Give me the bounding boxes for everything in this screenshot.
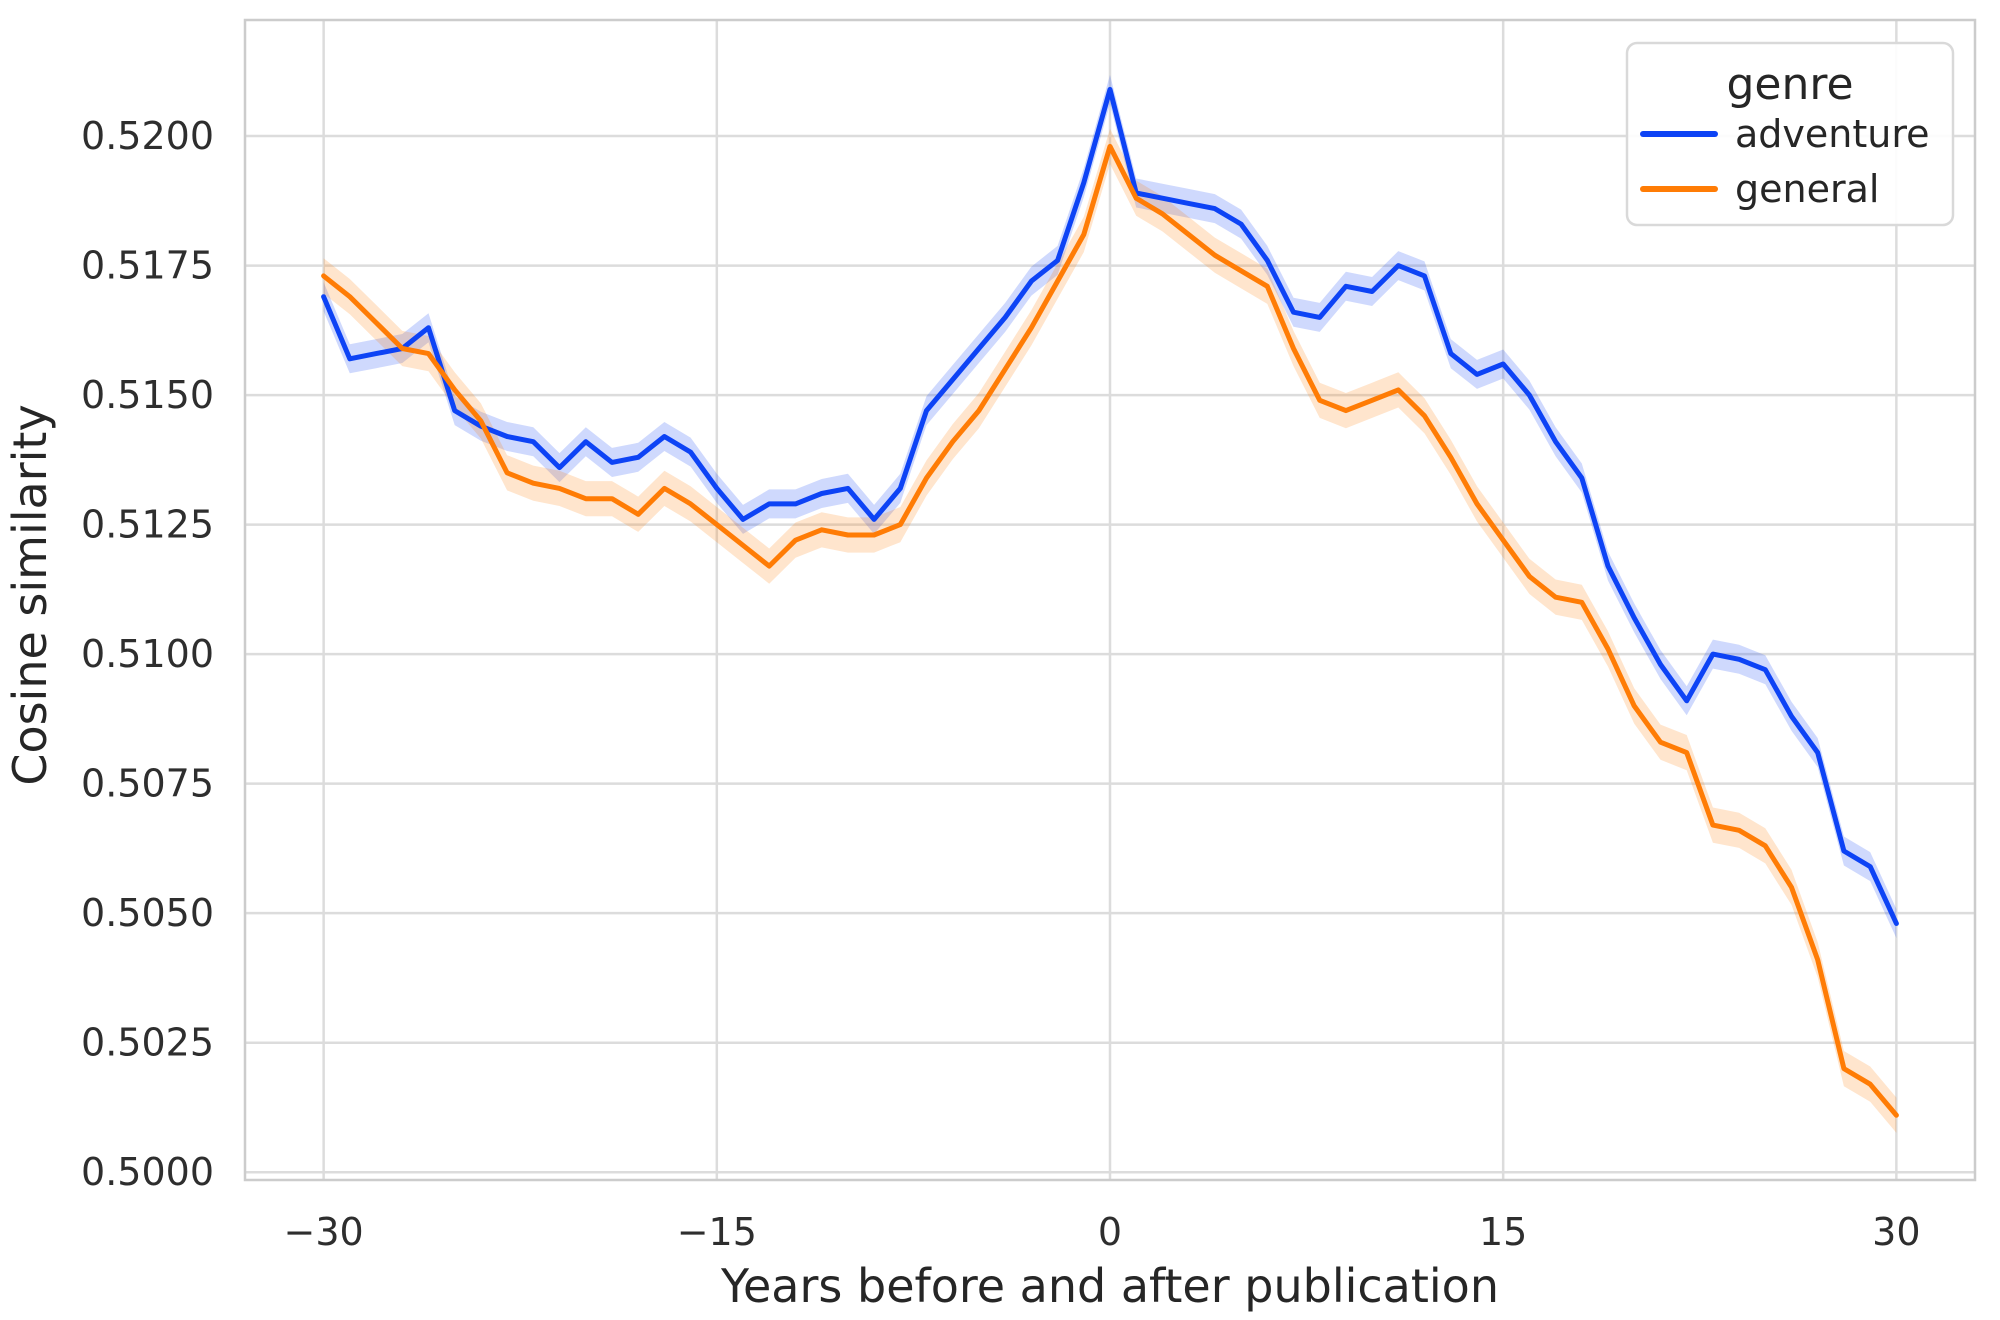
x-tick-label: 30 <box>1872 1210 1920 1254</box>
x-tick-label: −30 <box>284 1210 364 1254</box>
x-tick-label: 0 <box>1098 1210 1122 1254</box>
y-tick-label: 0.5100 <box>81 632 214 676</box>
y-tick-label: 0.5125 <box>81 503 214 547</box>
legend-box <box>1625 41 1955 227</box>
y-tick-label: 0.5150 <box>81 373 214 417</box>
y-tick-label: 0.5175 <box>81 244 214 288</box>
y-tick-label: 0.5050 <box>81 891 214 935</box>
legend-label-adventure: adventure <box>1735 112 1930 156</box>
series-lines <box>321 86 1899 1118</box>
legend-title: genre <box>1726 59 1853 110</box>
x-tick-labels: −30 −15 0 15 30 <box>284 1210 1921 1254</box>
y-tick-label: 0.5200 <box>81 114 214 158</box>
x-tick-label: −15 <box>677 1210 757 1254</box>
series-line-general <box>321 143 1899 1118</box>
y-tick-label: 0.5075 <box>81 762 214 806</box>
x-axis-label: Years before and after publication <box>720 1259 1499 1313</box>
y-tick-label: 0.5000 <box>81 1150 214 1194</box>
y-tick-labels: 0.5000 0.5025 0.5050 0.5075 0.5100 0.5125 0.51… <box>81 114 214 1194</box>
gridlines <box>245 20 1975 1180</box>
plot-border <box>243 18 1977 1182</box>
y-tick-label: 0.5025 <box>81 1021 214 1065</box>
legend: genre adventure general <box>1625 41 1955 227</box>
series-line-adventure <box>321 86 1899 926</box>
x-tick-label: 15 <box>1479 1210 1527 1254</box>
y-axis-label: Cosine similarity <box>3 404 57 785</box>
legend-label-general: general <box>1735 167 1879 211</box>
